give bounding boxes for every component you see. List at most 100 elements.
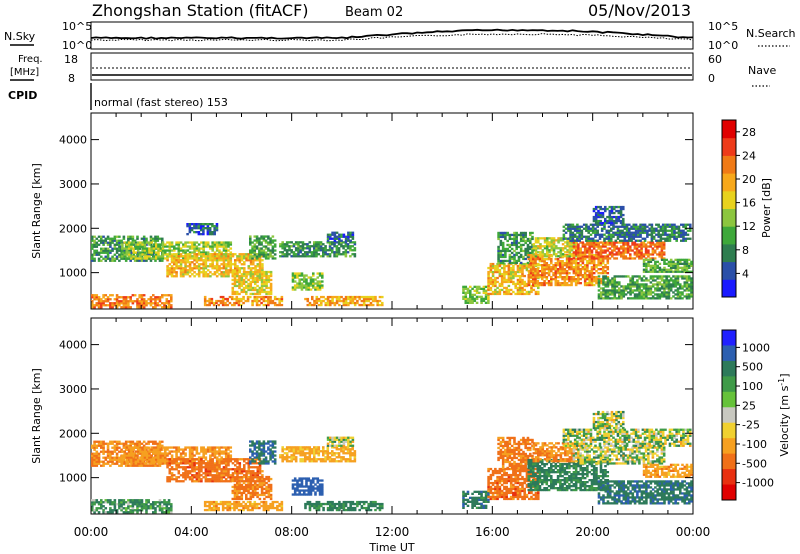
echo-cell — [233, 297, 236, 301]
echo-cell — [224, 275, 228, 278]
nsearch-trace — [90, 32, 694, 42]
echo-cell — [469, 285, 472, 288]
echo-cell — [634, 227, 638, 230]
echo-cell — [503, 264, 506, 268]
echo-cell — [529, 276, 533, 279]
echo-cell — [521, 268, 524, 272]
echo-cell — [310, 251, 314, 254]
echo-cell — [236, 255, 239, 258]
echo-cell — [629, 279, 632, 282]
echo-cell — [258, 274, 262, 278]
echo-cell — [527, 266, 531, 269]
echo-cell — [561, 283, 564, 287]
echo-cell — [91, 452, 94, 455]
echo-cell — [182, 273, 185, 276]
echo-cell — [629, 293, 632, 296]
echo-cell — [609, 283, 612, 286]
echo-cell — [220, 275, 223, 278]
echo-cell — [279, 255, 282, 258]
echo-cell — [221, 299, 225, 303]
echo-cell — [666, 223, 669, 226]
echo-cell — [599, 282, 603, 285]
echo-cell — [120, 503, 123, 506]
echo-cell — [673, 227, 676, 230]
echo-cell — [127, 296, 130, 299]
echo-cell — [526, 237, 530, 241]
echo-cell — [145, 454, 149, 457]
echo-cell — [625, 239, 629, 242]
echo-cell — [299, 241, 302, 244]
echo-cell — [317, 241, 321, 244]
echo-cell — [337, 243, 341, 246]
echo-cell — [175, 267, 178, 270]
echo-cell — [145, 300, 148, 303]
echo-cell — [604, 275, 608, 278]
echo-cell — [143, 448, 147, 451]
echo-cell — [606, 295, 610, 298]
echo-cell — [469, 291, 472, 294]
echo-cell — [157, 257, 160, 260]
echo-cell — [662, 241, 666, 244]
echo-cell — [640, 285, 644, 288]
echo-cell — [109, 507, 112, 510]
echo-cell — [118, 458, 121, 461]
echo-cell — [265, 272, 268, 276]
echo-cell — [504, 253, 507, 257]
echo-cell — [97, 460, 101, 463]
echo-cell — [658, 283, 662, 286]
echo-cell — [497, 255, 500, 259]
echo-cell — [188, 257, 192, 260]
echo-cell — [582, 227, 586, 230]
echo-cell — [200, 251, 203, 254]
echo-cell — [597, 275, 601, 278]
echo-cell — [646, 235, 649, 238]
echo-cell — [215, 257, 219, 260]
echo-cell — [640, 247, 643, 250]
echo-cell — [571, 227, 575, 230]
echo-cell — [258, 251, 261, 254]
echo-cell — [499, 243, 503, 247]
echo-cell — [534, 262, 537, 265]
echo-cell — [141, 454, 144, 457]
echo-cell — [572, 245, 576, 248]
echo-cell — [132, 253, 135, 256]
echo-cell — [243, 267, 246, 270]
echo-cell — [245, 257, 248, 260]
echo-cell — [202, 223, 205, 226]
echo-cell — [676, 266, 680, 269]
echo-cell — [316, 280, 320, 283]
echo-cell — [215, 259, 219, 262]
echo-cell — [314, 282, 317, 285]
echo-cell — [570, 260, 573, 263]
echo-cell — [462, 295, 465, 298]
echo-cell — [624, 251, 628, 254]
echo-cell — [211, 253, 214, 256]
echo-cell — [378, 303, 382, 307]
echo-cell — [595, 255, 598, 258]
echo-cell — [313, 303, 316, 307]
echo-cell — [161, 507, 164, 510]
echo-cell — [267, 286, 271, 290]
echo-cell — [636, 285, 639, 288]
echo-cell — [642, 245, 646, 248]
echo-cell — [685, 283, 689, 286]
echo-cell — [102, 448, 105, 451]
echo-cell — [507, 288, 511, 292]
echo-cell — [669, 270, 673, 273]
echo-cell — [231, 295, 234, 299]
echo-cell — [507, 280, 511, 284]
echo-cell — [154, 509, 157, 512]
echo-cell — [566, 251, 569, 254]
echo-cell — [590, 243, 594, 246]
echo-cell — [506, 233, 509, 237]
echo-cell — [100, 304, 103, 307]
echo-cell — [604, 293, 608, 296]
echo-cell — [466, 287, 470, 290]
echo-cell — [113, 440, 117, 443]
echo-cell — [639, 229, 642, 232]
echo-cell — [475, 297, 479, 300]
echo-cell — [118, 499, 121, 502]
echo-cell — [229, 243, 233, 246]
echo-cell — [314, 286, 317, 289]
echo-cell — [204, 267, 208, 270]
